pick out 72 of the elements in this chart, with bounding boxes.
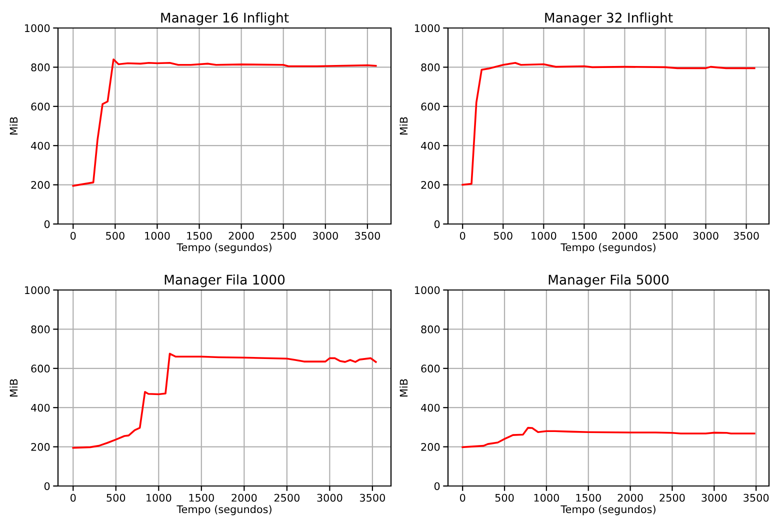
chart-title: Manager Fila 5000 (548, 274, 669, 288)
y-axis-title: MiB (10, 117, 18, 134)
x-tick-label: 3000 (702, 494, 727, 502)
x-tick-label: 3500 (360, 494, 386, 502)
y-tick-label: 400 (30, 404, 50, 412)
line-series (462, 62, 756, 186)
y-tick-label: 0 (44, 482, 50, 490)
x-tick-label: 2000 (232, 494, 257, 502)
x-tick-label: 2500 (660, 494, 685, 502)
y-tick-label: 1000 (414, 286, 440, 294)
y-tick-label: 800 (31, 63, 50, 72)
x-tick-label: 0 (70, 232, 76, 240)
x-tick-label: 2500 (274, 494, 300, 502)
x-tick-label: 3000 (693, 232, 718, 240)
chart-title: Manager Fila 1000 (164, 274, 285, 288)
y-tick-label: 1000 (24, 24, 50, 32)
x-tick-label: 3000 (317, 494, 342, 502)
x-tick-label: 3500 (744, 494, 769, 502)
x-tick-label: 1000 (146, 494, 172, 502)
y-axis-title: MiB (400, 117, 408, 134)
x-tick-label: 0 (460, 232, 466, 240)
x-tick-label: 1000 (532, 232, 556, 240)
y-tick-label: 200 (421, 443, 440, 451)
x-tick-label: 1500 (576, 494, 601, 502)
y-tick-label: 0 (434, 220, 440, 228)
y-tick-label: 800 (31, 325, 50, 334)
x-axis-title: Tempo (segundos) (176, 505, 272, 516)
y-tick-label: 800 (421, 325, 440, 334)
y-tick-label: 0 (434, 482, 440, 490)
y-tick-label: 600 (421, 364, 440, 373)
y-tick-label: 1000 (414, 24, 440, 32)
x-tick-label: 1500 (189, 494, 214, 502)
line-series (72, 58, 377, 187)
y-axis-title: MiB (400, 379, 408, 396)
line-series (462, 426, 756, 448)
y-axis-title: MiB (10, 379, 18, 396)
x-tick-label: 3500 (734, 232, 759, 240)
y-tick-label: 0 (44, 220, 50, 228)
x-tick-label: 2000 (612, 232, 638, 240)
y-tick-label: 200 (31, 181, 50, 189)
x-tick-label: 2000 (228, 232, 254, 240)
chart-title: Manager 32 Inflight (545, 12, 673, 26)
x-tick-label: 500 (495, 494, 514, 502)
y-tick-label: 200 (421, 181, 440, 189)
chart-title: Manager 16 Inflight (161, 12, 289, 26)
x-tick-label: 500 (494, 232, 512, 240)
y-tick-label: 200 (31, 443, 50, 451)
y-tick-label: 600 (31, 102, 50, 111)
x-tick-label: 2500 (652, 232, 678, 240)
y-tick-label: 400 (420, 142, 440, 150)
y-tick-label: 400 (420, 404, 440, 412)
y-tick-label: 600 (31, 364, 50, 373)
x-tick-label: 500 (106, 494, 126, 502)
y-tick-label: 1000 (24, 286, 50, 294)
x-tick-label: 1000 (145, 232, 170, 240)
x-tick-label: 1500 (572, 232, 597, 240)
x-tick-label: 0 (460, 494, 466, 502)
x-tick-label: 2000 (618, 494, 643, 502)
x-tick-label: 1500 (187, 232, 212, 240)
y-tick-label: 600 (421, 102, 440, 111)
x-tick-label: 0 (70, 494, 76, 502)
x-axis-title: Tempo (segundos) (560, 243, 656, 254)
line-series (72, 352, 377, 449)
x-tick-label: 1000 (534, 494, 560, 502)
y-tick-label: 400 (30, 142, 50, 150)
x-axis-title: Tempo (segundos) (176, 243, 272, 254)
x-tick-label: 500 (106, 232, 124, 240)
y-tick-label: 800 (421, 63, 440, 72)
x-tick-label: 3500 (354, 232, 380, 240)
x-tick-label: 2500 (270, 232, 296, 240)
x-axis-title: Tempo (segundos) (560, 505, 656, 516)
x-tick-label: 3000 (312, 232, 338, 240)
